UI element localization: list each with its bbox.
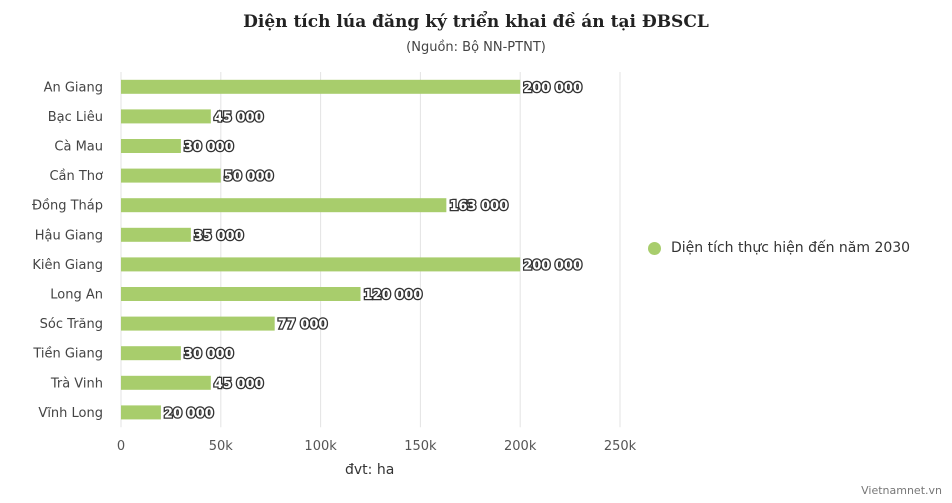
- x-tick-label: 200k: [504, 439, 537, 454]
- data-label: 45 000: [214, 110, 264, 125]
- x-tick-label: 0: [117, 439, 125, 454]
- bar[interactable]: [121, 375, 211, 390]
- bar[interactable]: [121, 257, 521, 272]
- data-label: 77 000: [278, 318, 328, 333]
- bar[interactable]: [121, 316, 275, 331]
- x-axis-ticks: 0 50k 100k 150k 200k 250k: [117, 439, 637, 454]
- credit: Vietnamnet.vn: [861, 484, 942, 497]
- category-label: Cần Thơ: [49, 169, 103, 184]
- legend[interactable]: Diện tích thực hiện đến năm 2030: [648, 240, 910, 256]
- data-label: 163 000: [449, 199, 508, 214]
- category-label: Bạc Liêu: [48, 110, 103, 125]
- data-label: 200 000: [523, 258, 582, 273]
- category-label: Cà Mau: [54, 140, 103, 155]
- unit-note: đvt: ha: [345, 462, 395, 478]
- grid-lines: [120, 72, 621, 428]
- category-label: Long An: [50, 288, 103, 303]
- category-label: An Giang: [44, 80, 103, 95]
- data-label: 45 000: [214, 377, 264, 392]
- category-label: Vĩnh Long: [38, 406, 103, 421]
- bar[interactable]: [121, 109, 211, 124]
- x-tick-label: 150k: [404, 439, 437, 454]
- category-label: Đồng Tháp: [32, 199, 103, 214]
- bars: [121, 79, 521, 420]
- data-label: 50 000: [224, 170, 274, 185]
- category-label: Kiên Giang: [32, 258, 103, 273]
- data-label: 200 000: [523, 81, 582, 96]
- category-label: Sóc Trăng: [40, 317, 103, 332]
- category-label: Trà Vinh: [50, 376, 103, 391]
- category-label: Hậu Giang: [35, 228, 103, 243]
- data-label: 120 000: [364, 288, 423, 303]
- bar[interactable]: [121, 405, 161, 420]
- bar[interactable]: [121, 227, 191, 242]
- chart-title: Diện tích lúa đăng ký triển khai đề án t…: [243, 12, 709, 32]
- data-labels: 200 000 45 000 30 000 50 000 163 000 35 000 20…: [163, 80, 584, 423]
- chart-subtitle: (Nguồn: Bộ NN-PTNT): [406, 40, 546, 55]
- data-label: 35 000: [194, 229, 244, 244]
- bar[interactable]: [121, 79, 521, 94]
- x-tick-label: 50k: [209, 439, 234, 454]
- data-label: 20 000: [164, 406, 214, 421]
- x-tick-label: 250k: [604, 439, 637, 454]
- category-label: Tiền Giang: [32, 347, 103, 362]
- data-label: 30 000: [184, 140, 234, 155]
- bar[interactable]: [121, 139, 181, 153]
- legend-swatch: [648, 241, 661, 255]
- x-tick-label: 100k: [304, 439, 337, 454]
- category-labels: An Giang Bạc Liêu Cà Mau Cần Thơ Đồng Tháp Hậ…: [32, 80, 103, 421]
- data-label: 30 000: [184, 347, 234, 362]
- bar[interactable]: [121, 168, 221, 183]
- legend-label: Diện tích thực hiện đến năm 2030: [671, 240, 911, 256]
- bar[interactable]: [121, 346, 181, 361]
- bar[interactable]: [121, 198, 447, 213]
- bar[interactable]: [121, 287, 361, 301]
